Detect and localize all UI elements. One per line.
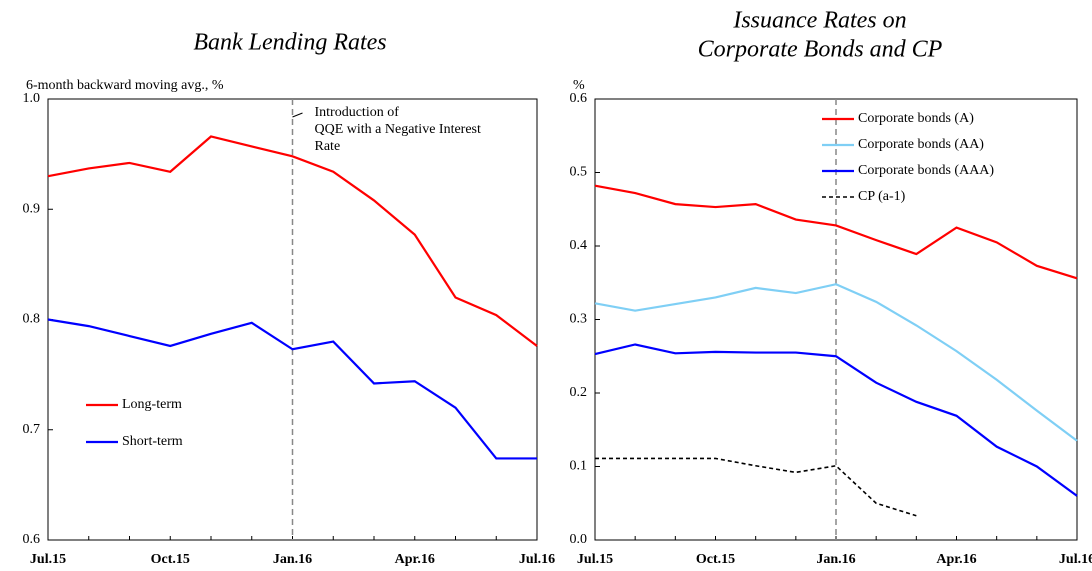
y-tick-label: 0.0	[570, 532, 588, 547]
y-tick-label: 0.4	[570, 238, 588, 253]
y-tick-label: 0.6	[23, 532, 41, 547]
series-line	[595, 457, 917, 517]
y-tick-label: 0.5	[570, 165, 588, 180]
x-tick-label: Jan.16	[816, 552, 855, 567]
x-tick-label: Jul.16	[519, 552, 555, 567]
series-line	[594, 343, 1078, 497]
y-tick-label: 0.6	[570, 91, 588, 106]
y-axis-label: 6-month backward moving avg., %	[26, 78, 224, 93]
series-line	[594, 184, 1078, 280]
legend-label: CP (a-1)	[858, 189, 906, 204]
annotation-pointer	[292, 112, 303, 118]
x-tick-label: Apr.16	[936, 552, 976, 567]
x-tick-label: Oct.15	[696, 552, 735, 567]
chart-title: Corporate Bonds and CP	[698, 37, 943, 63]
x-tick-label: Jul.15	[577, 552, 613, 567]
x-tick-label: Jul.15	[30, 552, 66, 567]
y-tick-label: 0.8	[23, 312, 41, 327]
y-tick-label: 1.0	[23, 91, 41, 106]
y-tick-label: 0.1	[570, 459, 588, 474]
y-tick-label: 0.9	[23, 201, 41, 216]
series-line	[47, 135, 538, 347]
x-tick-label: Apr.16	[395, 552, 435, 567]
series-line	[47, 318, 537, 460]
y-tick-label: 0.3	[570, 312, 588, 327]
legend-label: Corporate bonds (AA)	[858, 137, 984, 152]
chart-title: Issuance Rates on	[732, 8, 906, 34]
annotation: QQE with a Negative Interest	[315, 122, 481, 137]
x-tick-label: Jul.16	[1059, 552, 1092, 567]
legend-label: Corporate bonds (A)	[858, 111, 974, 126]
annotation: Introduction of	[315, 105, 400, 120]
annotation: Rate	[315, 139, 341, 154]
legend-label: Short-term	[122, 434, 183, 449]
series-line	[594, 283, 1078, 442]
legend-label: Long-term	[122, 397, 182, 412]
x-tick-label: Jan.16	[273, 552, 312, 567]
x-tick-label: Oct.15	[151, 552, 190, 567]
y-axis-label: %	[573, 78, 585, 93]
y-tick-label: 0.7	[23, 422, 41, 437]
legend-label: Corporate bonds (AAA)	[858, 163, 994, 178]
y-tick-label: 0.2	[570, 385, 588, 400]
chart-title: Bank Lending Rates	[193, 30, 386, 56]
